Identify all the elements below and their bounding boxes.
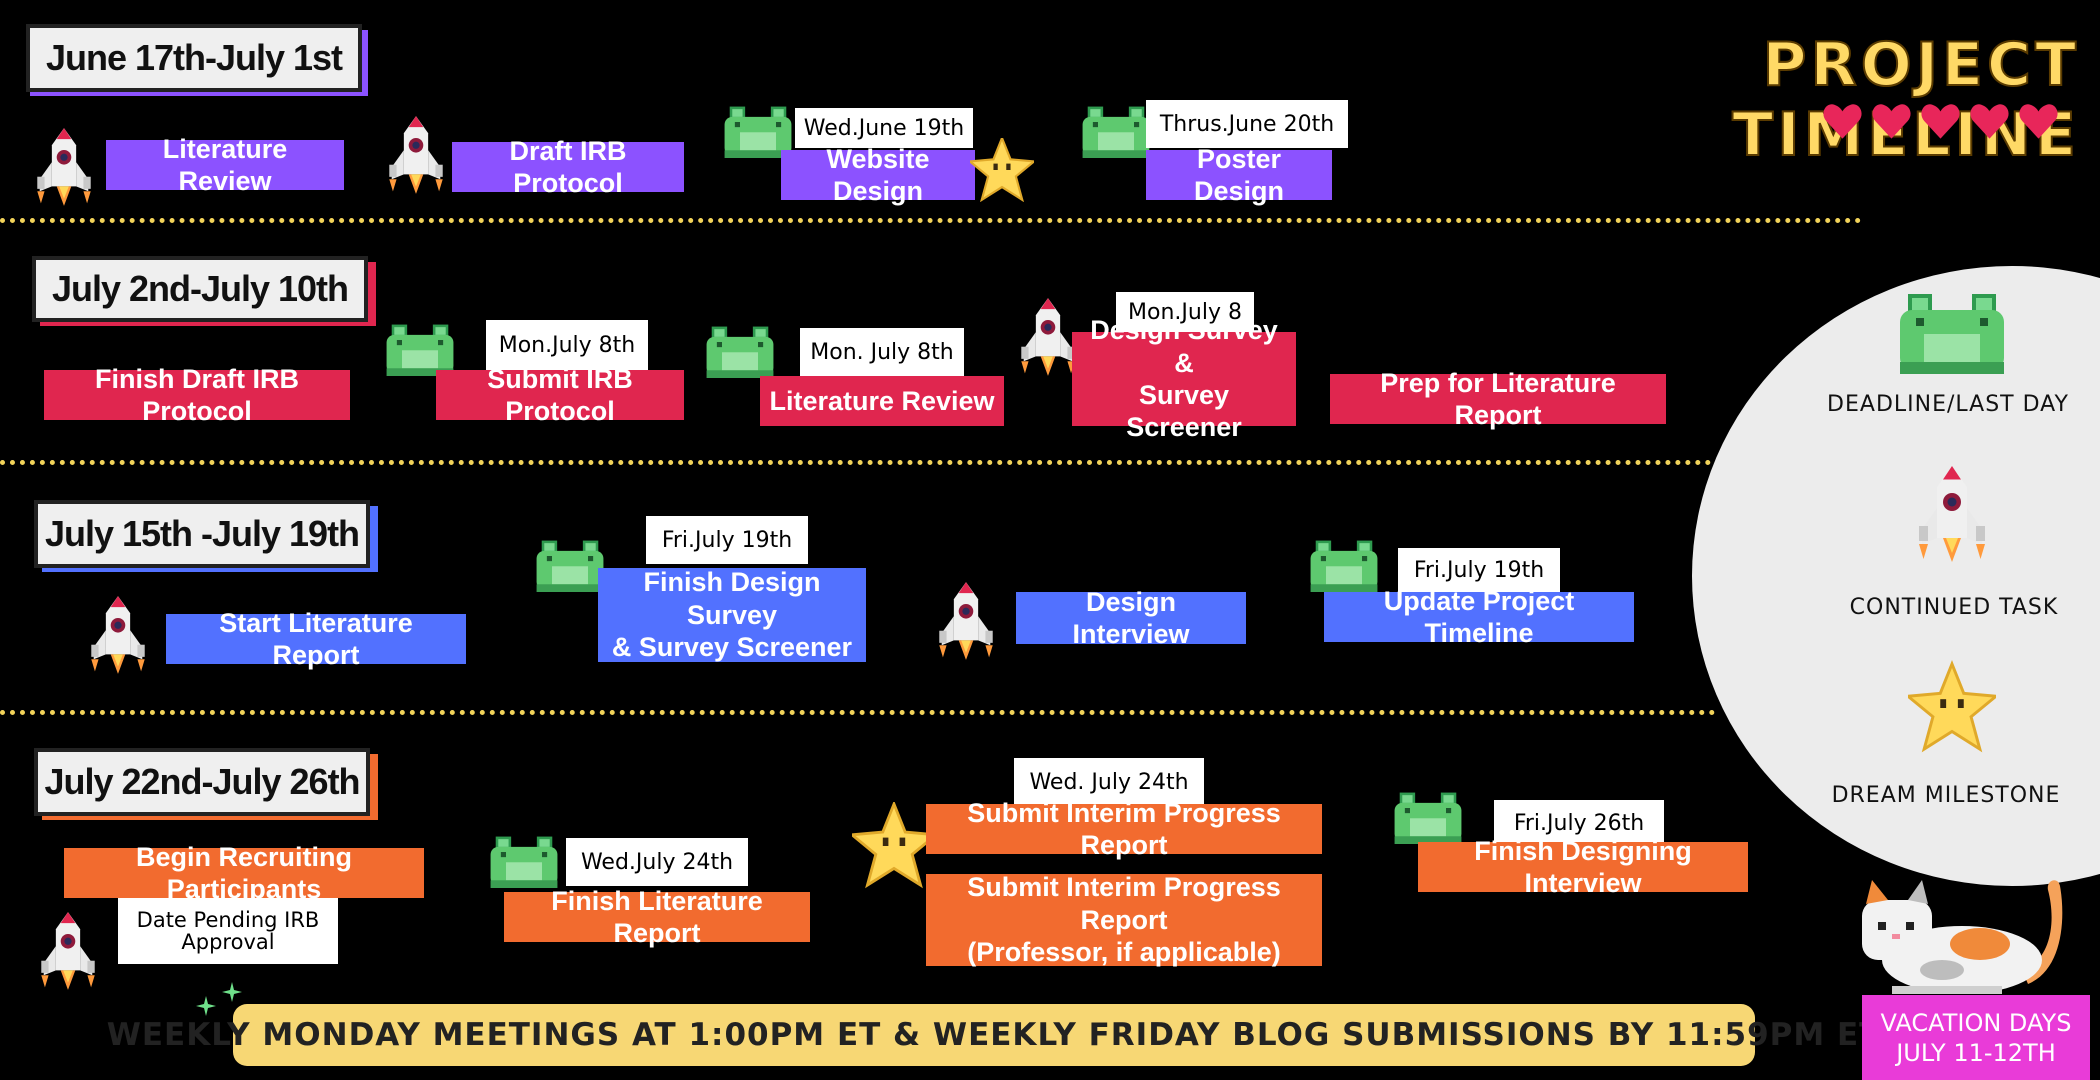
task-prep-literature-report: Prep for Literature Report	[1330, 368, 1666, 430]
cat-icon	[1862, 880, 2063, 994]
task-update-project-timeline: Update Project Timeline	[1324, 586, 1634, 648]
task-start-literature-report: Start Literature Report	[166, 608, 466, 670]
task-finish-literature-report: Finish Literature Report	[504, 886, 810, 948]
heart-icon	[1823, 104, 1862, 139]
task-design-interview: Design Interview	[1016, 587, 1246, 649]
frog-icon	[706, 326, 774, 378]
task-literature-review-2: Literature Review	[760, 376, 1004, 426]
heart-icon	[1921, 104, 1960, 139]
task-begin-recruiting: Begin Recruiting Participants	[64, 842, 424, 904]
task-finish-draft-irb: Finish Draft IRB Protocol	[44, 364, 350, 426]
star-icon	[852, 802, 936, 887]
rocket-icon	[41, 912, 95, 990]
rocket-icon	[939, 582, 993, 660]
rocket-icon	[91, 596, 145, 674]
task-finish-designing-interview: Finish Designing Interview	[1418, 836, 1748, 898]
task-draft-irb: Draft IRB Protocol	[452, 136, 684, 198]
rocket-icon	[37, 128, 91, 206]
date-label: Thrus.June 20th	[1146, 100, 1348, 148]
date-label: Fri.July 19th	[646, 516, 808, 564]
date-label: Mon.July 8th	[486, 320, 648, 370]
section-divider	[0, 710, 1716, 715]
task-website-design: Website Design	[781, 144, 975, 206]
hearts-row	[1820, 102, 2061, 140]
date-label: Wed.June 19th	[795, 108, 973, 148]
section-divider	[0, 218, 1862, 223]
heart-icon	[1872, 104, 1911, 139]
section-header-2: July 2nd-July 10th	[32, 256, 368, 322]
heart-icon	[2019, 104, 2058, 139]
rocket-icon	[1919, 466, 1985, 562]
star-icon	[1908, 662, 1996, 751]
legend-continued-label: CONTINUED TASK	[1849, 595, 2059, 620]
page-title: PROJECT TIMELINE	[1731, 29, 2080, 171]
task-finish-design-survey: Finish Design Survey & Survey Screener	[598, 567, 866, 662]
frog-icon	[536, 540, 604, 592]
task-submit-interim-report-professor: Submit Interim Progress Report (Professo…	[926, 872, 1322, 967]
frog-icon	[1900, 294, 2004, 374]
vacation-days-badge: VACATION DAYS JULY 11-12TH	[1862, 995, 2090, 1080]
frog-icon	[1082, 106, 1150, 158]
section-header-3: July 15th -July 19th	[34, 500, 370, 568]
legend-milestone-label: DREAM MILESTONE	[1831, 783, 2061, 808]
star-icon	[970, 138, 1034, 201]
heart-icon	[1970, 104, 2009, 139]
section-divider	[0, 460, 1712, 465]
sparkle-icon	[196, 982, 242, 1016]
date-label: Mon.July 8	[1116, 292, 1254, 332]
date-label: Wed.July 24th	[566, 838, 748, 886]
task-literature-review: Literature Review	[106, 134, 344, 196]
frog-icon	[490, 836, 558, 888]
task-design-survey: Design Survey & Survey Screener	[1072, 315, 1296, 442]
date-label: Fri.July 19th	[1398, 548, 1560, 592]
date-label: Mon. July 8th	[800, 328, 964, 376]
date-label: Fri.July 26th	[1494, 800, 1664, 846]
rocket-icon	[389, 116, 443, 194]
weekly-banner: WEEKLY MONDAY MEETINGS AT 1:00PM ET & WE…	[107, 1004, 1880, 1066]
legend-deadline-label: DEADLINE/LAST DAY	[1827, 392, 2069, 417]
section-header-1: June 17th-July 1st	[26, 24, 362, 92]
date-label: Wed. July 24th	[1014, 758, 1204, 806]
section-header-4: July 22nd-July 26th	[34, 748, 370, 816]
date-pending-note: Date Pending IRB Approval	[118, 898, 338, 964]
task-submit-interim-report: Submit Interim Progress Report	[926, 798, 1322, 860]
task-poster-design: Poster Design	[1146, 144, 1332, 206]
task-submit-irb: Submit IRB Protocol	[436, 364, 684, 426]
